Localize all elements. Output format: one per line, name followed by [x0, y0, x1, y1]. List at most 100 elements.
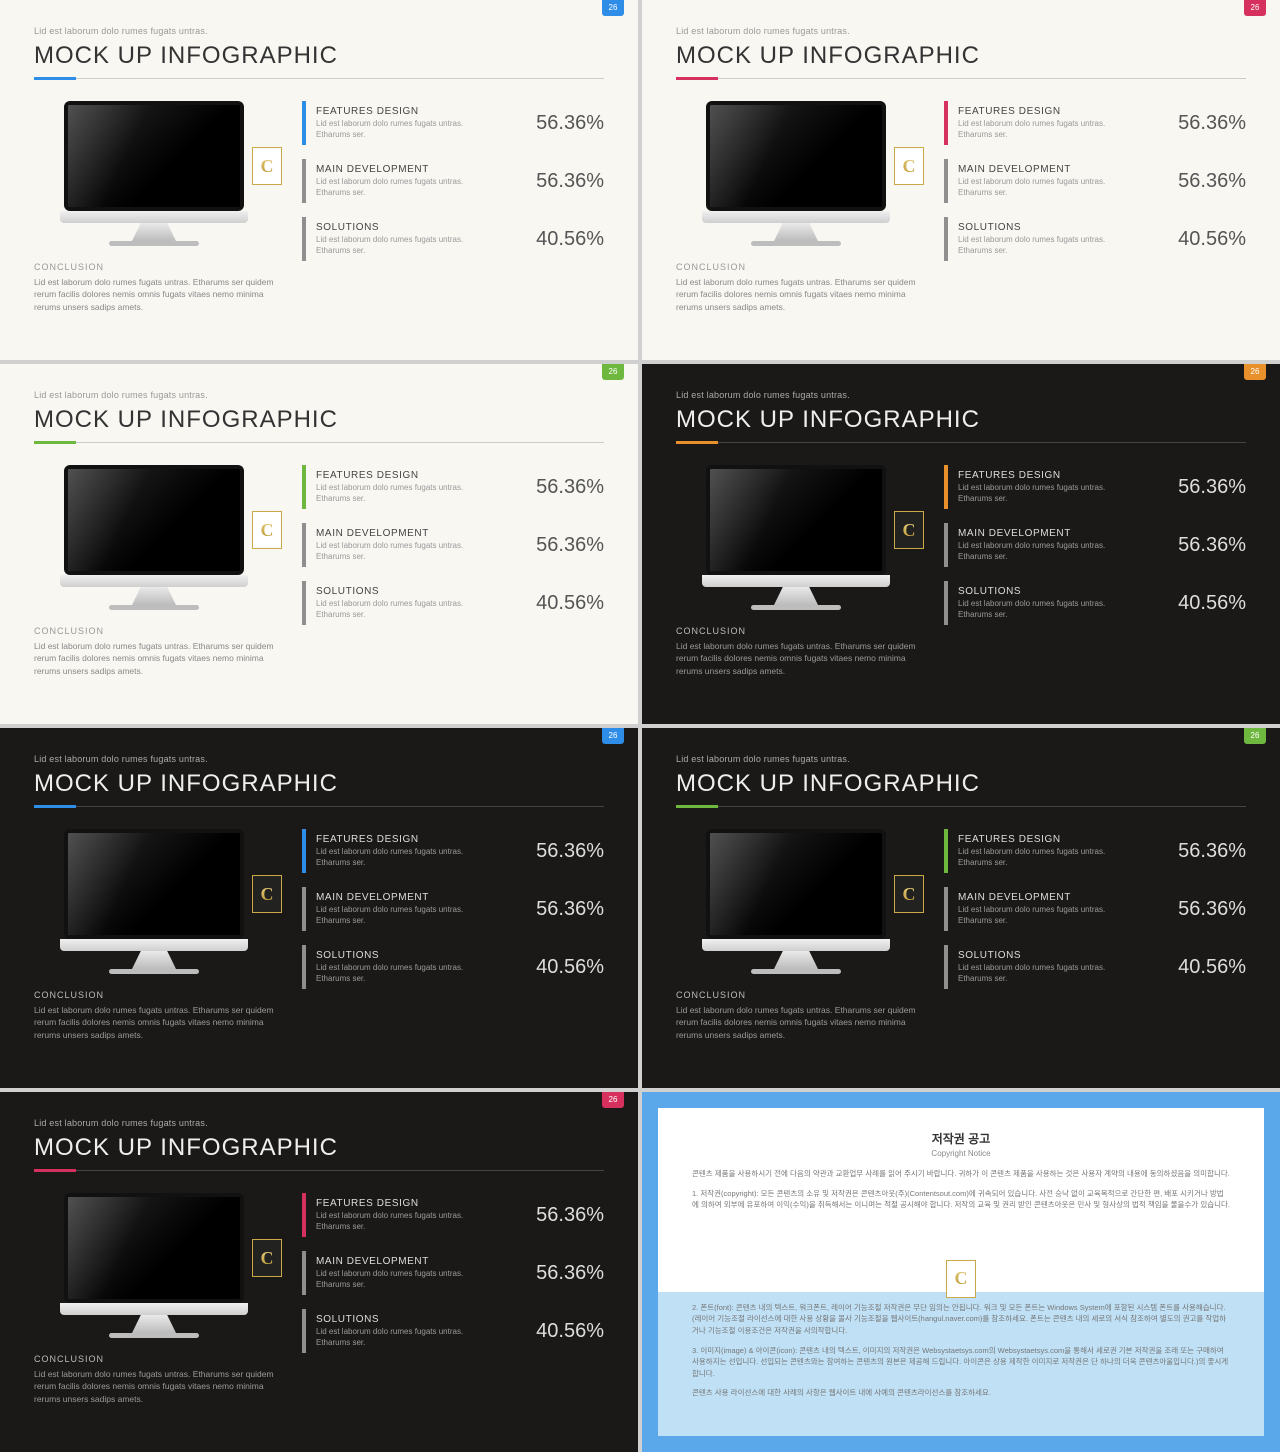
monitor-mockup: C — [686, 829, 906, 974]
stat-row: MAIN DEVELOPMENT Lid est laborum dolo ru… — [944, 523, 1246, 567]
stat-body: Lid est laborum dolo rumes fugats untras… — [316, 963, 466, 985]
stat-percentage: 40.56% — [1178, 228, 1246, 251]
stat-body: Lid est laborum dolo rumes fugats untras… — [958, 119, 1108, 141]
slide-number-badge: 26 — [602, 728, 624, 744]
stat-body: Lid est laborum dolo rumes fugats untras… — [958, 235, 1108, 257]
stat-percentage: 56.36% — [1178, 112, 1246, 135]
stat-row: MAIN DEVELOPMENT Lid est laborum dolo ru… — [302, 159, 604, 203]
stat-row: FEATURES DESIGN Lid est laborum dolo rum… — [302, 465, 604, 509]
stat-accent-bar — [302, 945, 306, 989]
stat-percentage: 56.36% — [1178, 840, 1246, 863]
conclusion-body: Lid est laborum dolo rumes fugats untras… — [676, 1004, 916, 1041]
slide-subtitle: Lid est laborum dolo rumes fugats untras… — [34, 754, 604, 764]
stat-body: Lid est laborum dolo rumes fugats untras… — [316, 541, 466, 563]
logo-badge: C — [252, 511, 282, 549]
title-rule — [676, 806, 1246, 807]
stat-heading: MAIN DEVELOPMENT — [316, 1256, 526, 1267]
stat-accent-bar — [944, 101, 948, 145]
stat-heading: FEATURES DESIGN — [316, 470, 526, 481]
stat-row: MAIN DEVELOPMENT Lid est laborum dolo ru… — [302, 1251, 604, 1295]
stat-row: SOLUTIONS Lid est laborum dolo rumes fug… — [944, 945, 1246, 989]
infographic-slide: 26 Lid est laborum dolo rumes fugats unt… — [0, 364, 638, 724]
conclusion-heading: CONCLUSION — [676, 262, 916, 272]
stat-row: MAIN DEVELOPMENT Lid est laborum dolo ru… — [944, 159, 1246, 203]
conclusion-block: CONCLUSION Lid est laborum dolo rumes fu… — [676, 626, 916, 677]
stat-accent-bar — [944, 523, 948, 567]
conclusion-body: Lid est laborum dolo rumes fugats untras… — [676, 276, 916, 313]
stat-heading: SOLUTIONS — [958, 222, 1168, 233]
slide-number-badge: 26 — [602, 1092, 624, 1108]
slide-title: MOCK UP INFOGRAPHIC — [34, 1134, 604, 1162]
title-rule — [34, 78, 604, 79]
title-rule — [34, 442, 604, 443]
conclusion-block: CONCLUSION Lid est laborum dolo rumes fu… — [34, 262, 274, 313]
stat-row: FEATURES DESIGN Lid est laborum dolo rum… — [302, 829, 604, 873]
stat-heading: FEATURES DESIGN — [316, 1198, 526, 1209]
stat-percentage: 56.36% — [536, 840, 604, 863]
stat-accent-bar — [302, 1251, 306, 1295]
stat-accent-bar — [302, 465, 306, 509]
stat-heading: FEATURES DESIGN — [958, 470, 1168, 481]
conclusion-heading: CONCLUSION — [676, 626, 916, 636]
stat-heading: MAIN DEVELOPMENT — [316, 164, 526, 175]
logo-badge: C — [946, 1260, 976, 1298]
slide-subtitle: Lid est laborum dolo rumes fugats untras… — [34, 26, 604, 36]
conclusion-body: Lid est laborum dolo rumes fugats untras… — [676, 640, 916, 677]
stat-row: SOLUTIONS Lid est laborum dolo rumes fug… — [944, 581, 1246, 625]
slide-subtitle: Lid est laborum dolo rumes fugats untras… — [34, 1118, 604, 1128]
stat-heading: FEATURES DESIGN — [316, 834, 526, 845]
infographic-slide: 26 Lid est laborum dolo rumes fugats unt… — [642, 728, 1280, 1088]
conclusion-block: CONCLUSION Lid est laborum dolo rumes fu… — [34, 990, 274, 1041]
slide-subtitle: Lid est laborum dolo rumes fugats untras… — [676, 754, 1246, 764]
slide-title: MOCK UP INFOGRAPHIC — [34, 406, 604, 434]
slide-subtitle: Lid est laborum dolo rumes fugats untras… — [676, 390, 1246, 400]
stat-row: SOLUTIONS Lid est laborum dolo rumes fug… — [944, 217, 1246, 261]
stat-body: Lid est laborum dolo rumes fugats untras… — [316, 235, 466, 257]
stat-row: FEATURES DESIGN Lid est laborum dolo rum… — [302, 1193, 604, 1237]
stat-row: SOLUTIONS Lid est laborum dolo rumes fug… — [302, 217, 604, 261]
stat-row: SOLUTIONS Lid est laborum dolo rumes fug… — [302, 1309, 604, 1353]
stat-heading: MAIN DEVELOPMENT — [958, 892, 1168, 903]
logo-badge: C — [252, 147, 282, 185]
stat-body: Lid est laborum dolo rumes fugats untras… — [316, 1211, 466, 1233]
stat-body: Lid est laborum dolo rumes fugats untras… — [316, 177, 466, 199]
stat-percentage: 40.56% — [1178, 592, 1246, 615]
conclusion-block: CONCLUSION Lid est laborum dolo rumes fu… — [676, 990, 916, 1041]
stat-accent-bar — [302, 101, 306, 145]
conclusion-body: Lid est laborum dolo rumes fugats untras… — [34, 1004, 274, 1041]
conclusion-block: CONCLUSION Lid est laborum dolo rumes fu… — [34, 626, 274, 677]
copyright-para: 콘텐츠 제품을 사용하시기 전에 다음의 약관과 교환업무 사례를 읽어 주시기… — [692, 1168, 1230, 1180]
slide-number-badge: 26 — [1244, 364, 1266, 380]
conclusion-body: Lid est laborum dolo rumes fugats untras… — [34, 276, 274, 313]
stat-heading: MAIN DEVELOPMENT — [958, 528, 1168, 539]
stat-heading: MAIN DEVELOPMENT — [316, 528, 526, 539]
infographic-slide: 26 Lid est laborum dolo rumes fugats unt… — [0, 0, 638, 360]
title-rule — [34, 1170, 604, 1171]
stat-body: Lid est laborum dolo rumes fugats untras… — [958, 599, 1108, 621]
stat-accent-bar — [944, 945, 948, 989]
stat-percentage: 56.36% — [1178, 476, 1246, 499]
slide-title: MOCK UP INFOGRAPHIC — [34, 42, 604, 70]
stat-heading: MAIN DEVELOPMENT — [316, 892, 526, 903]
slide-title: MOCK UP INFOGRAPHIC — [676, 42, 1246, 70]
slide-number-badge: 26 — [602, 364, 624, 380]
stat-body: Lid est laborum dolo rumes fugats untras… — [316, 119, 466, 141]
copyright-para: 3. 이미지(image) & 아이콘(icon): 콘텐츠 내의 텍스트, 이… — [692, 1345, 1230, 1380]
stat-row: SOLUTIONS Lid est laborum dolo rumes fug… — [302, 581, 604, 625]
stat-body: Lid est laborum dolo rumes fugats untras… — [316, 905, 466, 927]
stat-percentage: 56.36% — [536, 898, 604, 921]
stat-percentage: 56.36% — [1178, 170, 1246, 193]
stat-body: Lid est laborum dolo rumes fugats untras… — [316, 847, 466, 869]
conclusion-block: CONCLUSION Lid est laborum dolo rumes fu… — [676, 262, 916, 313]
conclusion-heading: CONCLUSION — [34, 1354, 274, 1364]
title-rule — [676, 442, 1246, 443]
logo-badge: C — [894, 875, 924, 913]
monitor-mockup: C — [44, 101, 264, 246]
stat-percentage: 56.36% — [1178, 534, 1246, 557]
stat-accent-bar — [302, 159, 306, 203]
conclusion-block: CONCLUSION Lid est laborum dolo rumes fu… — [34, 1354, 274, 1405]
stat-percentage: 56.36% — [536, 476, 604, 499]
stat-heading: SOLUTIONS — [958, 586, 1168, 597]
conclusion-heading: CONCLUSION — [676, 990, 916, 1000]
infographic-slide: 26 Lid est laborum dolo rumes fugats unt… — [0, 1092, 638, 1452]
